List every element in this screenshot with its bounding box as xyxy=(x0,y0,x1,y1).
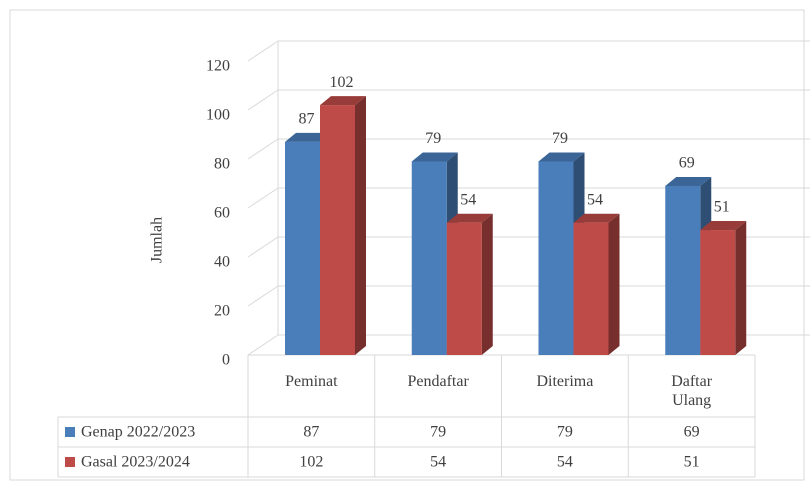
data-label: 54 xyxy=(460,191,476,208)
y-tick-label: 100 xyxy=(206,107,230,124)
table-value: 79 xyxy=(557,424,573,441)
legend-swatch xyxy=(65,427,75,437)
bar-side xyxy=(735,221,747,355)
bar-front xyxy=(285,141,320,355)
y-tick-label: 40 xyxy=(214,254,230,271)
grid-line-side xyxy=(247,334,279,356)
data-label: 79 xyxy=(425,130,441,147)
chart-border xyxy=(9,9,805,481)
grid-line-side xyxy=(247,236,279,258)
bar-top xyxy=(446,213,493,223)
x-tick-label: Pendaftar xyxy=(407,373,469,390)
bar-top xyxy=(320,96,366,106)
bar-front xyxy=(446,222,482,355)
grid-line-side xyxy=(247,40,279,62)
legend-label: Genap 2022/2023 xyxy=(81,424,195,441)
bar-front xyxy=(411,161,447,355)
y-axis-label: Jumlah xyxy=(149,217,166,263)
grid-line-side xyxy=(247,138,279,160)
x-tick-label: Daftar Ulang xyxy=(671,373,713,409)
bar xyxy=(320,96,366,355)
table-value: 69 xyxy=(684,424,700,441)
y-tick-label: 20 xyxy=(214,303,230,320)
table-value: 51 xyxy=(684,454,700,471)
y-tick-label: 80 xyxy=(214,156,230,173)
bar-front xyxy=(573,222,609,355)
bar-front xyxy=(320,105,355,355)
data-label: 87 xyxy=(299,111,315,128)
bar-top xyxy=(573,213,620,223)
y-tick-label: 0 xyxy=(222,352,230,369)
y-tick-label: 60 xyxy=(214,205,230,222)
bar xyxy=(446,213,493,355)
legend-label: Gasal 2023/2024 xyxy=(81,454,190,471)
table-value: 54 xyxy=(557,454,573,471)
bar-top xyxy=(700,221,747,231)
bar-side xyxy=(481,213,493,355)
x-tick-label: Diterima xyxy=(536,373,594,390)
data-label: 79 xyxy=(552,130,568,147)
bar xyxy=(573,213,620,355)
bar xyxy=(665,176,712,355)
data-label: 102 xyxy=(330,74,354,91)
bar xyxy=(700,221,747,355)
table-value: 54 xyxy=(430,454,446,471)
bar-top xyxy=(665,176,712,186)
legend-swatch xyxy=(65,457,75,467)
bar-front xyxy=(700,230,736,355)
bar-side xyxy=(355,96,366,355)
x-tick-label: Peminat xyxy=(285,373,338,390)
grid-line-side xyxy=(247,89,279,111)
bar-front xyxy=(538,161,574,355)
bar-side xyxy=(608,213,620,355)
data-label: 51 xyxy=(714,199,730,216)
data-label: 54 xyxy=(587,191,603,208)
bar-top xyxy=(411,152,458,162)
table-value: 87 xyxy=(303,424,319,441)
table-value: 102 xyxy=(299,454,323,471)
grid-line-side xyxy=(247,285,279,307)
bar-top xyxy=(538,152,585,162)
bar-top xyxy=(285,132,331,142)
data-label: 69 xyxy=(679,155,695,172)
table-value: 79 xyxy=(430,424,446,441)
bar-front xyxy=(665,185,701,355)
y-tick-label: 120 xyxy=(206,58,230,75)
grid-line-side xyxy=(247,187,279,209)
